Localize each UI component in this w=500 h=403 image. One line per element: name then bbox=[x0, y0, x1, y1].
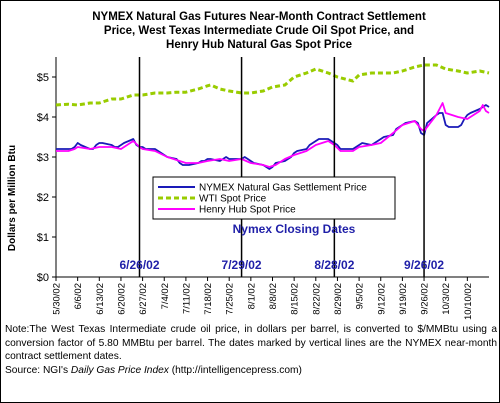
x-tick-label: 8/1/02 bbox=[246, 283, 257, 309]
chart-title: NYMEX Natural Gas Futures Near-Month Con… bbox=[92, 11, 426, 51]
x-tick-label: 7/11/02 bbox=[181, 283, 192, 314]
settlement-marker-label: 8/28/02 bbox=[314, 258, 354, 272]
source-prefix: Source: NGI's bbox=[5, 364, 71, 376]
legend-label-nymex: NYMEX Natural Gas Settlement Price bbox=[199, 183, 367, 194]
x-tick-label: 8/8/02 bbox=[268, 283, 279, 309]
x-tick-label: 9/19/02 bbox=[398, 283, 409, 315]
x-tick-label: 6/6/02 bbox=[73, 283, 84, 309]
closing-dates-annotation: Nymex Closing Dates bbox=[233, 222, 356, 236]
x-tick-label: 7/25/02 bbox=[225, 283, 236, 315]
y-axis-label: Dollars per Million Btu bbox=[7, 145, 18, 251]
legend-label-wti: WTI Spot Price bbox=[199, 194, 267, 205]
x-tick-label: 8/15/02 bbox=[290, 283, 301, 315]
x-tick-label: 8/22/02 bbox=[311, 283, 322, 315]
legend: NYMEX Natural Gas Settlement Price WTI S… bbox=[152, 176, 396, 220]
x-tick-label: 9/12/02 bbox=[376, 283, 387, 315]
settlement-marker-label: 6/26/02 bbox=[119, 258, 159, 272]
source-publication: Daily Gas Price Index bbox=[70, 364, 169, 376]
source-url: (http://intelligencepress.com) bbox=[168, 364, 302, 376]
plot-area: $0 $1 $2 $3 $4 $5 5/30/02 6/6/02 6/13/02 6/20/02 6… bbox=[37, 57, 490, 320]
y-tick-label: $1 bbox=[37, 232, 49, 244]
chart-svg: NYMEX Natural Gas Futures Near-Month Con… bbox=[7, 11, 490, 320]
series-line-wti-spot-price bbox=[55, 63, 490, 107]
x-tick-label: 7/18/02 bbox=[203, 283, 214, 315]
x-tick-label: 10/3/02 bbox=[441, 283, 452, 315]
note-text: Note:The West Texas Intermediate crude o… bbox=[5, 324, 497, 363]
y-tick-label: $3 bbox=[37, 152, 49, 164]
chart-title-line-3: Henry Hub Natural Gas Spot Price bbox=[166, 39, 352, 51]
series-line-henry-hub-spot-price bbox=[56, 102, 490, 168]
settlement-marker-label: 9/26/02 bbox=[404, 258, 444, 272]
chart-title-line-1: NYMEX Natural Gas Futures Near-Month Con… bbox=[92, 11, 426, 23]
x-tick-label: 9/5/02 bbox=[355, 283, 366, 309]
x-tick-label: 5/30/02 bbox=[52, 283, 63, 315]
y-tick-label: $4 bbox=[37, 112, 49, 124]
x-tick-label: 6/27/02 bbox=[138, 283, 149, 315]
x-tick-label: 9/26/02 bbox=[420, 283, 431, 315]
x-tick-label: 6/13/02 bbox=[95, 283, 106, 315]
x-tick-label: 8/29/02 bbox=[333, 283, 344, 315]
series-line-nymex-natural-gas-settlement-price bbox=[56, 104, 490, 170]
settlement-marker-label: 7/29/02 bbox=[222, 258, 262, 272]
x-tick-label: 10/10/02 bbox=[463, 283, 474, 320]
source-line: Source: NGI's Daily Gas Price Index (htt… bbox=[5, 364, 497, 378]
y-tick-label: $5 bbox=[37, 72, 49, 84]
y-tick-label: $0 bbox=[37, 272, 49, 284]
y-tick-label: $2 bbox=[37, 192, 49, 204]
chart-notes: Note:The West Texas Intermediate crude o… bbox=[5, 323, 497, 377]
chart-title-line-2: Price, West Texas Intermediate Crude Oil… bbox=[104, 25, 414, 37]
x-tick-label: 6/20/02 bbox=[116, 283, 127, 315]
x-tick-label: 7/4/02 bbox=[160, 283, 171, 309]
legend-label-henry-hub: Henry Hub Spot Price bbox=[199, 205, 296, 216]
